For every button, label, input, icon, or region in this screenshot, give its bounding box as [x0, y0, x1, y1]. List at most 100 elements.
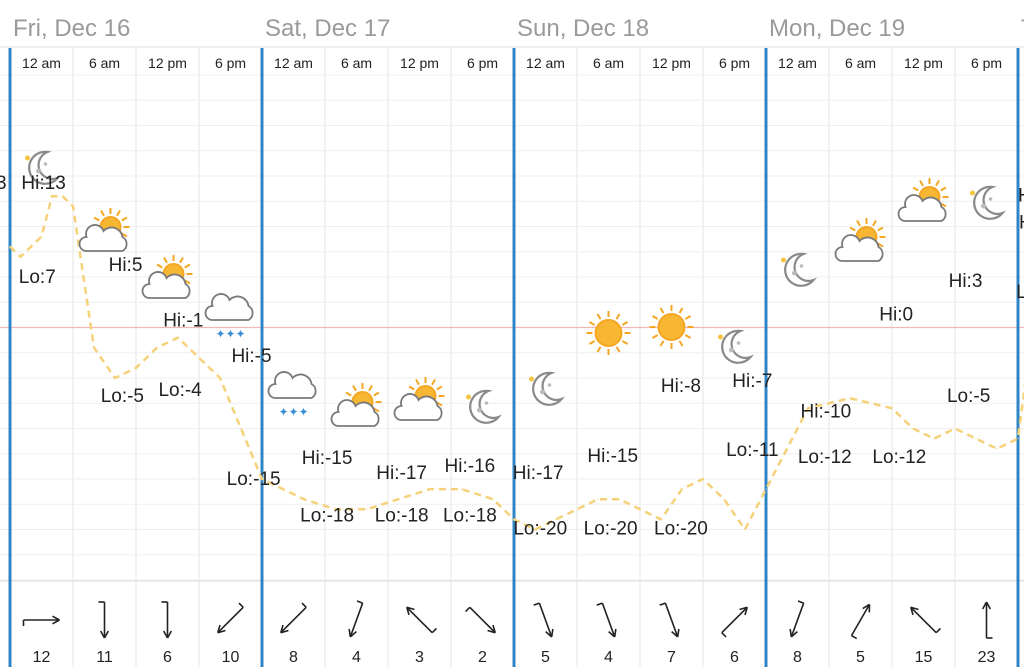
temperature-point	[282, 488, 284, 490]
hour-label: 6 pm	[719, 55, 750, 71]
hi-lo-label: Lo:-15	[227, 469, 281, 490]
hi-lo-label-partial: 3	[0, 173, 7, 194]
hour-label: 6 am	[341, 55, 372, 71]
hi-lo-label: Hi:-7	[732, 371, 772, 392]
wind-speed: 2	[478, 649, 487, 666]
wind-arrow	[721, 606, 748, 638]
hour-label: 6 pm	[971, 55, 1002, 71]
temperature-point	[534, 528, 536, 531]
wind-arrow	[910, 606, 942, 634]
wind-arrow	[596, 602, 617, 638]
hour-label: 6 am	[89, 55, 120, 71]
hi-lo-label: Lo:-18	[375, 505, 429, 526]
night-clear-icon	[25, 150, 62, 185]
temperature-point	[93, 347, 95, 349]
wind-speed: 10	[222, 649, 240, 666]
wind-speed: 6	[163, 649, 172, 666]
wind-arrow	[659, 602, 680, 638]
wind-arrow	[280, 602, 307, 634]
svg-text:✦: ✦	[225, 327, 235, 341]
hi-lo-label: Lo:-20	[654, 519, 708, 540]
time-header: Fri, Dec 16 12 am 6 am 12 pm 6 pm Sat, Dec 17…	[13, 15, 1024, 71]
temperature-point	[397, 498, 400, 500]
temperature-point	[40, 236, 43, 238]
wind-arrow	[22, 615, 60, 626]
wind-speed: 11	[96, 649, 113, 666]
hi-lo-label: Hi:-15	[302, 448, 353, 469]
temperature-point	[849, 397, 851, 399]
wind-arrow	[850, 603, 871, 640]
hour-label: 12 pm	[904, 55, 943, 71]
hour-label: 12 am	[526, 55, 565, 71]
sunny-icon	[649, 305, 694, 349]
night-clear-icon	[781, 252, 818, 287]
day-label: Sun, Dec 18	[517, 15, 649, 42]
temperature-point	[30, 246, 32, 248]
night-clear-icon	[529, 371, 566, 406]
temperature-point	[114, 377, 116, 379]
svg-text:✦: ✦	[215, 327, 225, 341]
temperature-point	[744, 528, 746, 531]
temperature-point	[807, 407, 809, 409]
temperature-point	[555, 518, 557, 521]
day-label: Fri, Dec 16	[13, 15, 130, 42]
day-partly-cloudy-icon	[78, 208, 130, 252]
temperature-point	[954, 427, 956, 430]
hi-lo-label-partial: H	[1018, 185, 1024, 206]
wind-speed: 15	[915, 649, 933, 666]
hour-label: 6 pm	[215, 55, 246, 71]
temperature-point	[597, 498, 599, 500]
temperature-point	[261, 478, 263, 480]
hi-lo-label: Hi:5	[109, 255, 143, 276]
hi-lo-label: Hi:-10	[801, 401, 852, 422]
temperature-point	[177, 337, 179, 339]
temperature-point	[135, 367, 137, 369]
temperature-point	[334, 508, 337, 510]
night-clear-icon	[970, 185, 1007, 220]
hi-lo-label: Hi:0	[879, 304, 913, 325]
day-partly-cloudy-icon	[834, 218, 886, 262]
day-label-next: T	[1021, 15, 1024, 42]
hi-lo-label: Hi:9	[1019, 213, 1024, 234]
temperature-point	[660, 518, 662, 521]
wind-arrow	[789, 600, 805, 638]
day-partly-cloudy-icon	[393, 377, 445, 421]
temperature-point	[460, 488, 463, 490]
hi-lo-label: Hi:-17	[376, 463, 427, 484]
temperature-point	[219, 377, 221, 379]
hi-lo-label: Lo:-18	[300, 505, 354, 526]
temperature-point	[51, 195, 53, 197]
weather-icons: ✦ ✦ ✦✦ ✦ ✦	[25, 150, 1007, 427]
temperature-point	[303, 498, 305, 500]
temperature-line	[9, 194, 1024, 531]
temperature-point	[513, 518, 515, 521]
temperature-point	[891, 407, 893, 409]
hi-lo-label: Hi:-5	[231, 346, 271, 367]
wind-speed: 8	[289, 649, 298, 666]
hour-label: 12 am	[22, 55, 61, 71]
wind-speed: 4	[604, 649, 613, 666]
hi-lo-label: Hi:13	[21, 173, 65, 194]
grid	[0, 46, 1024, 667]
wind-speed: 3	[415, 649, 424, 666]
cloudy-snow-icon: ✦ ✦ ✦	[204, 293, 254, 341]
day-label: Sat, Dec 17	[265, 15, 390, 42]
hi-lo-label: Hi:-8	[661, 376, 701, 397]
hi-lo-label: Hi:-15	[587, 446, 638, 467]
temperature-point	[72, 205, 74, 207]
svg-text:✦: ✦	[278, 405, 288, 419]
hour-label: 12 pm	[400, 55, 439, 71]
hi-lo-label: Lo:-20	[584, 519, 638, 540]
hi-lo-label: Lo:-11	[726, 440, 778, 461]
wind-speed: 5	[541, 649, 550, 666]
hi-lo-label: Lo:-5	[101, 386, 144, 407]
hi-lo-label: Hi:-1	[163, 310, 203, 331]
night-clear-icon	[466, 389, 503, 424]
hi-lo-labels: Hi:13 Lo:7 Hi:5 Lo:-5 Hi:-1 Lo:-4 Hi:-5 Lo:-15 H…	[0, 173, 1024, 539]
cloudy-snow-icon: ✦ ✦ ✦	[267, 371, 317, 419]
day-partly-cloudy-icon	[330, 383, 382, 427]
temperature-point	[681, 488, 683, 490]
hour-label: 6 am	[593, 55, 624, 71]
wind-speed: 5	[856, 649, 865, 666]
